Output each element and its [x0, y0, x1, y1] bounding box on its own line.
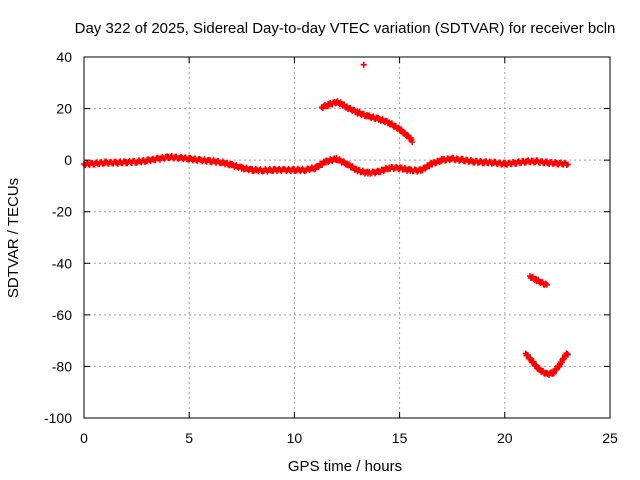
series-5	[522, 350, 571, 378]
x-tick-label: 10	[287, 430, 303, 446]
plot-frame	[83, 56, 611, 419]
y-tick-label: 40	[56, 49, 72, 65]
data-point-markers	[318, 98, 416, 145]
y-tick-label: -80	[52, 358, 72, 374]
x-tick-label: 0	[80, 430, 88, 446]
y-tick-label: -20	[52, 204, 72, 220]
x-tick-label: 15	[392, 430, 408, 446]
series-2	[318, 98, 416, 145]
x-tick-label: 5	[185, 430, 193, 446]
grid-lines	[84, 57, 610, 418]
y-tick-label: -40	[52, 255, 72, 271]
y-tick-label: 20	[56, 101, 72, 117]
series-3	[360, 61, 367, 68]
x-tick-label: 20	[497, 430, 513, 446]
data-point-markers	[522, 350, 571, 378]
y-tick-label: 0	[64, 152, 72, 168]
y-axis-label: SDTVAR / TECUs	[5, 178, 22, 298]
y-tick-label: -100	[44, 410, 72, 426]
axis-ticks: -100 -80 -60 -40 -20 0 20 40 0 5 10 15 20 25	[44, 49, 618, 446]
x-axis-label: GPS time / hours	[288, 458, 402, 475]
series-4	[527, 273, 550, 288]
y-tick-label: -60	[52, 307, 72, 323]
data-point-markers	[527, 273, 550, 288]
x-tick-label: 25	[602, 430, 618, 446]
data-point-markers	[360, 61, 367, 68]
chart-title: Day 322 of 2025, Sidereal Day-to-day VTE…	[75, 20, 616, 37]
